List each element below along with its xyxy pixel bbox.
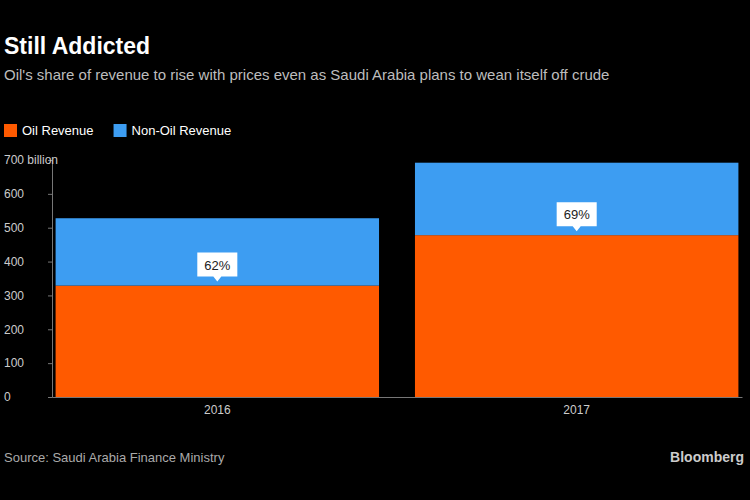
- tick-label: 200: [4, 323, 24, 337]
- title: Still Addicted: [4, 33, 150, 59]
- credit: Bloomberg: [670, 449, 744, 465]
- tick: 100: [4, 356, 52, 370]
- source: Source: Saudi Arabia Finance Ministry: [4, 450, 225, 465]
- axis-line: [48, 161, 53, 398]
- legend-swatch: [4, 124, 17, 137]
- tick-mark: [48, 194, 52, 195]
- legend: Oil Revenue Non-Oil Revenue: [4, 123, 231, 138]
- legend-item: Oil Revenue: [4, 123, 94, 138]
- legend-item: Non-Oil Revenue: [114, 123, 232, 138]
- tick-label: 2016: [204, 403, 231, 417]
- axis-line: [53, 397, 743, 398]
- x-axis: 2016 2017: [53, 397, 743, 417]
- y-axis: 0 100 200 300 400 500 600 700 billion: [4, 153, 58, 404]
- tick-mark: [48, 329, 52, 330]
- legend-swatch: [114, 124, 127, 137]
- bar: [56, 218, 379, 285]
- legend-label: Oil Revenue: [22, 123, 94, 138]
- annotation: 69%: [564, 207, 590, 222]
- tick-label: 700 billion: [4, 153, 58, 167]
- background: [0, 0, 750, 500]
- tick-mark: [48, 295, 52, 296]
- legend-label: Non-Oil Revenue: [132, 123, 232, 138]
- tick-label: 2017: [563, 403, 590, 417]
- tick: 2016: [204, 397, 231, 417]
- annotations: 62% 69%: [197, 202, 596, 281]
- bar: [415, 235, 738, 397]
- annotation: 62%: [204, 258, 230, 273]
- tick-label: 400: [4, 255, 24, 269]
- tick-label: 300: [4, 289, 24, 303]
- tick-label: 100: [4, 356, 24, 370]
- callout: 69%: [557, 202, 597, 231]
- chart: Still Addicted Oil's share of revenue to …: [0, 0, 750, 500]
- bars: [56, 163, 739, 397]
- tick: 300: [4, 289, 52, 303]
- callout: 62%: [197, 253, 237, 282]
- callout-box: [557, 202, 597, 231]
- tick-label: 600: [4, 187, 24, 201]
- bar: [56, 286, 379, 397]
- tick: 600: [4, 187, 52, 201]
- tick: 2017: [563, 397, 590, 417]
- subtitle: Oil's share of revenue to rise with pric…: [4, 66, 609, 83]
- callout-box: [197, 253, 237, 282]
- bar: [415, 163, 738, 235]
- series: [56, 163, 739, 286]
- tick-mark: [48, 228, 52, 229]
- tick-mark: [48, 262, 52, 263]
- tick: 0: [4, 390, 52, 404]
- tick: 400: [4, 255, 52, 269]
- tick: 500: [4, 221, 52, 235]
- tick-mark: [48, 397, 52, 398]
- tick-mark: [48, 363, 52, 364]
- tick-label: 0: [4, 390, 11, 404]
- tick: 700 billion: [4, 153, 58, 167]
- tick: 200: [4, 323, 52, 337]
- tick-label: 500: [4, 221, 24, 235]
